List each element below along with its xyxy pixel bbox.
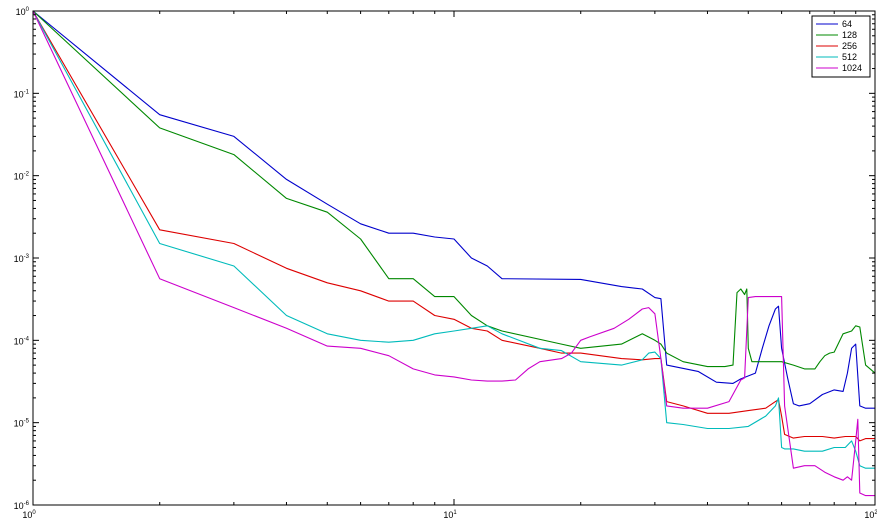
- legend-label-256: 256: [842, 41, 857, 51]
- y-tick-label: 10-2: [14, 172, 30, 182]
- legend-label-128: 128: [842, 30, 857, 40]
- y-tick-label: 10-3: [14, 254, 30, 264]
- tick-layer: 100 101 102 100 10-1 10-2 10-3 10-4 10-5 10-6: [14, 7, 877, 520]
- legend-label-64: 64: [842, 19, 852, 29]
- y-tick-label: 10-5: [14, 419, 30, 429]
- series-line-64: [32, 10, 875, 409]
- y-tick-label: 10-6: [14, 501, 30, 511]
- legend-label-1024: 1024: [842, 63, 862, 73]
- y-tick-label: 100: [16, 7, 30, 17]
- series-line-1024: [32, 10, 875, 497]
- series-line-128: [32, 10, 876, 374]
- legend-label-512: 512: [842, 52, 857, 62]
- y-tick-label: 10-1: [14, 89, 30, 99]
- series-layer: [32, 10, 876, 497]
- x-tick-label: 101: [443, 510, 457, 520]
- x-tick-label: 102: [864, 510, 877, 520]
- x-tick-label: 100: [22, 510, 36, 520]
- y-tick-label: 10-4: [14, 336, 30, 346]
